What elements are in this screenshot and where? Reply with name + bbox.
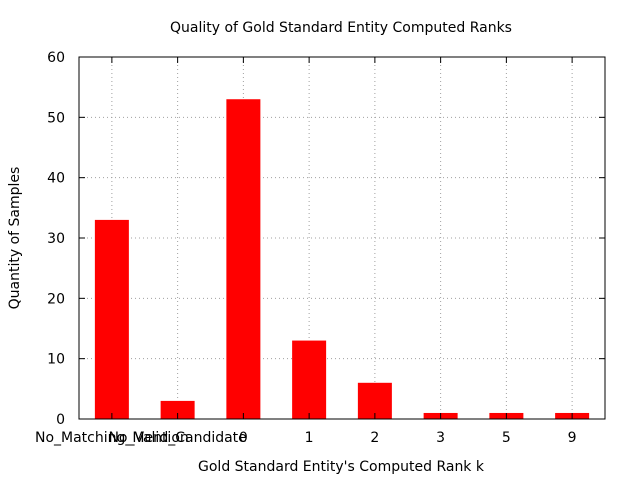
tick-marks (79, 56, 605, 420)
y-tick-label: 0 (56, 412, 65, 428)
y-tick-label: 10 (47, 352, 65, 368)
chart-title: Quality of Gold Standard Entity Computed… (170, 20, 512, 36)
x-tick-label: No_Valid_Candidate (108, 430, 246, 446)
bar-no-matching-mention (94, 219, 129, 419)
x-tick-label: No_Matching_Mention (35, 430, 189, 446)
x-tick-label: 5 (502, 430, 511, 446)
x-tick-label: 3 (436, 430, 445, 446)
y-axis-label: Quantity of Samples (7, 167, 23, 310)
plot-frame (78, 56, 606, 420)
y-tick-label: 60 (47, 50, 65, 66)
x-axis-label: Gold Standard Entity's Computed Rank k (198, 459, 485, 475)
bars (94, 99, 590, 419)
grid (79, 57, 605, 419)
x-tick-label: 9 (568, 430, 577, 446)
x-tick-label: 2 (370, 430, 379, 446)
y-tick-label: 20 (47, 291, 65, 307)
y-tick-labels: 0 10 20 30 40 50 60 (47, 50, 65, 428)
x-tick-label: 0 (239, 430, 248, 446)
y-tick-label: 50 (47, 110, 65, 126)
bar-0 (226, 99, 261, 419)
bar-no-valid-candidate (160, 400, 195, 419)
x-tick-label: 1 (305, 430, 314, 446)
y-tick-label: 30 (47, 231, 65, 247)
bar-2 (357, 382, 392, 419)
bar-1 (292, 340, 327, 419)
y-tick-label: 40 (47, 171, 65, 187)
